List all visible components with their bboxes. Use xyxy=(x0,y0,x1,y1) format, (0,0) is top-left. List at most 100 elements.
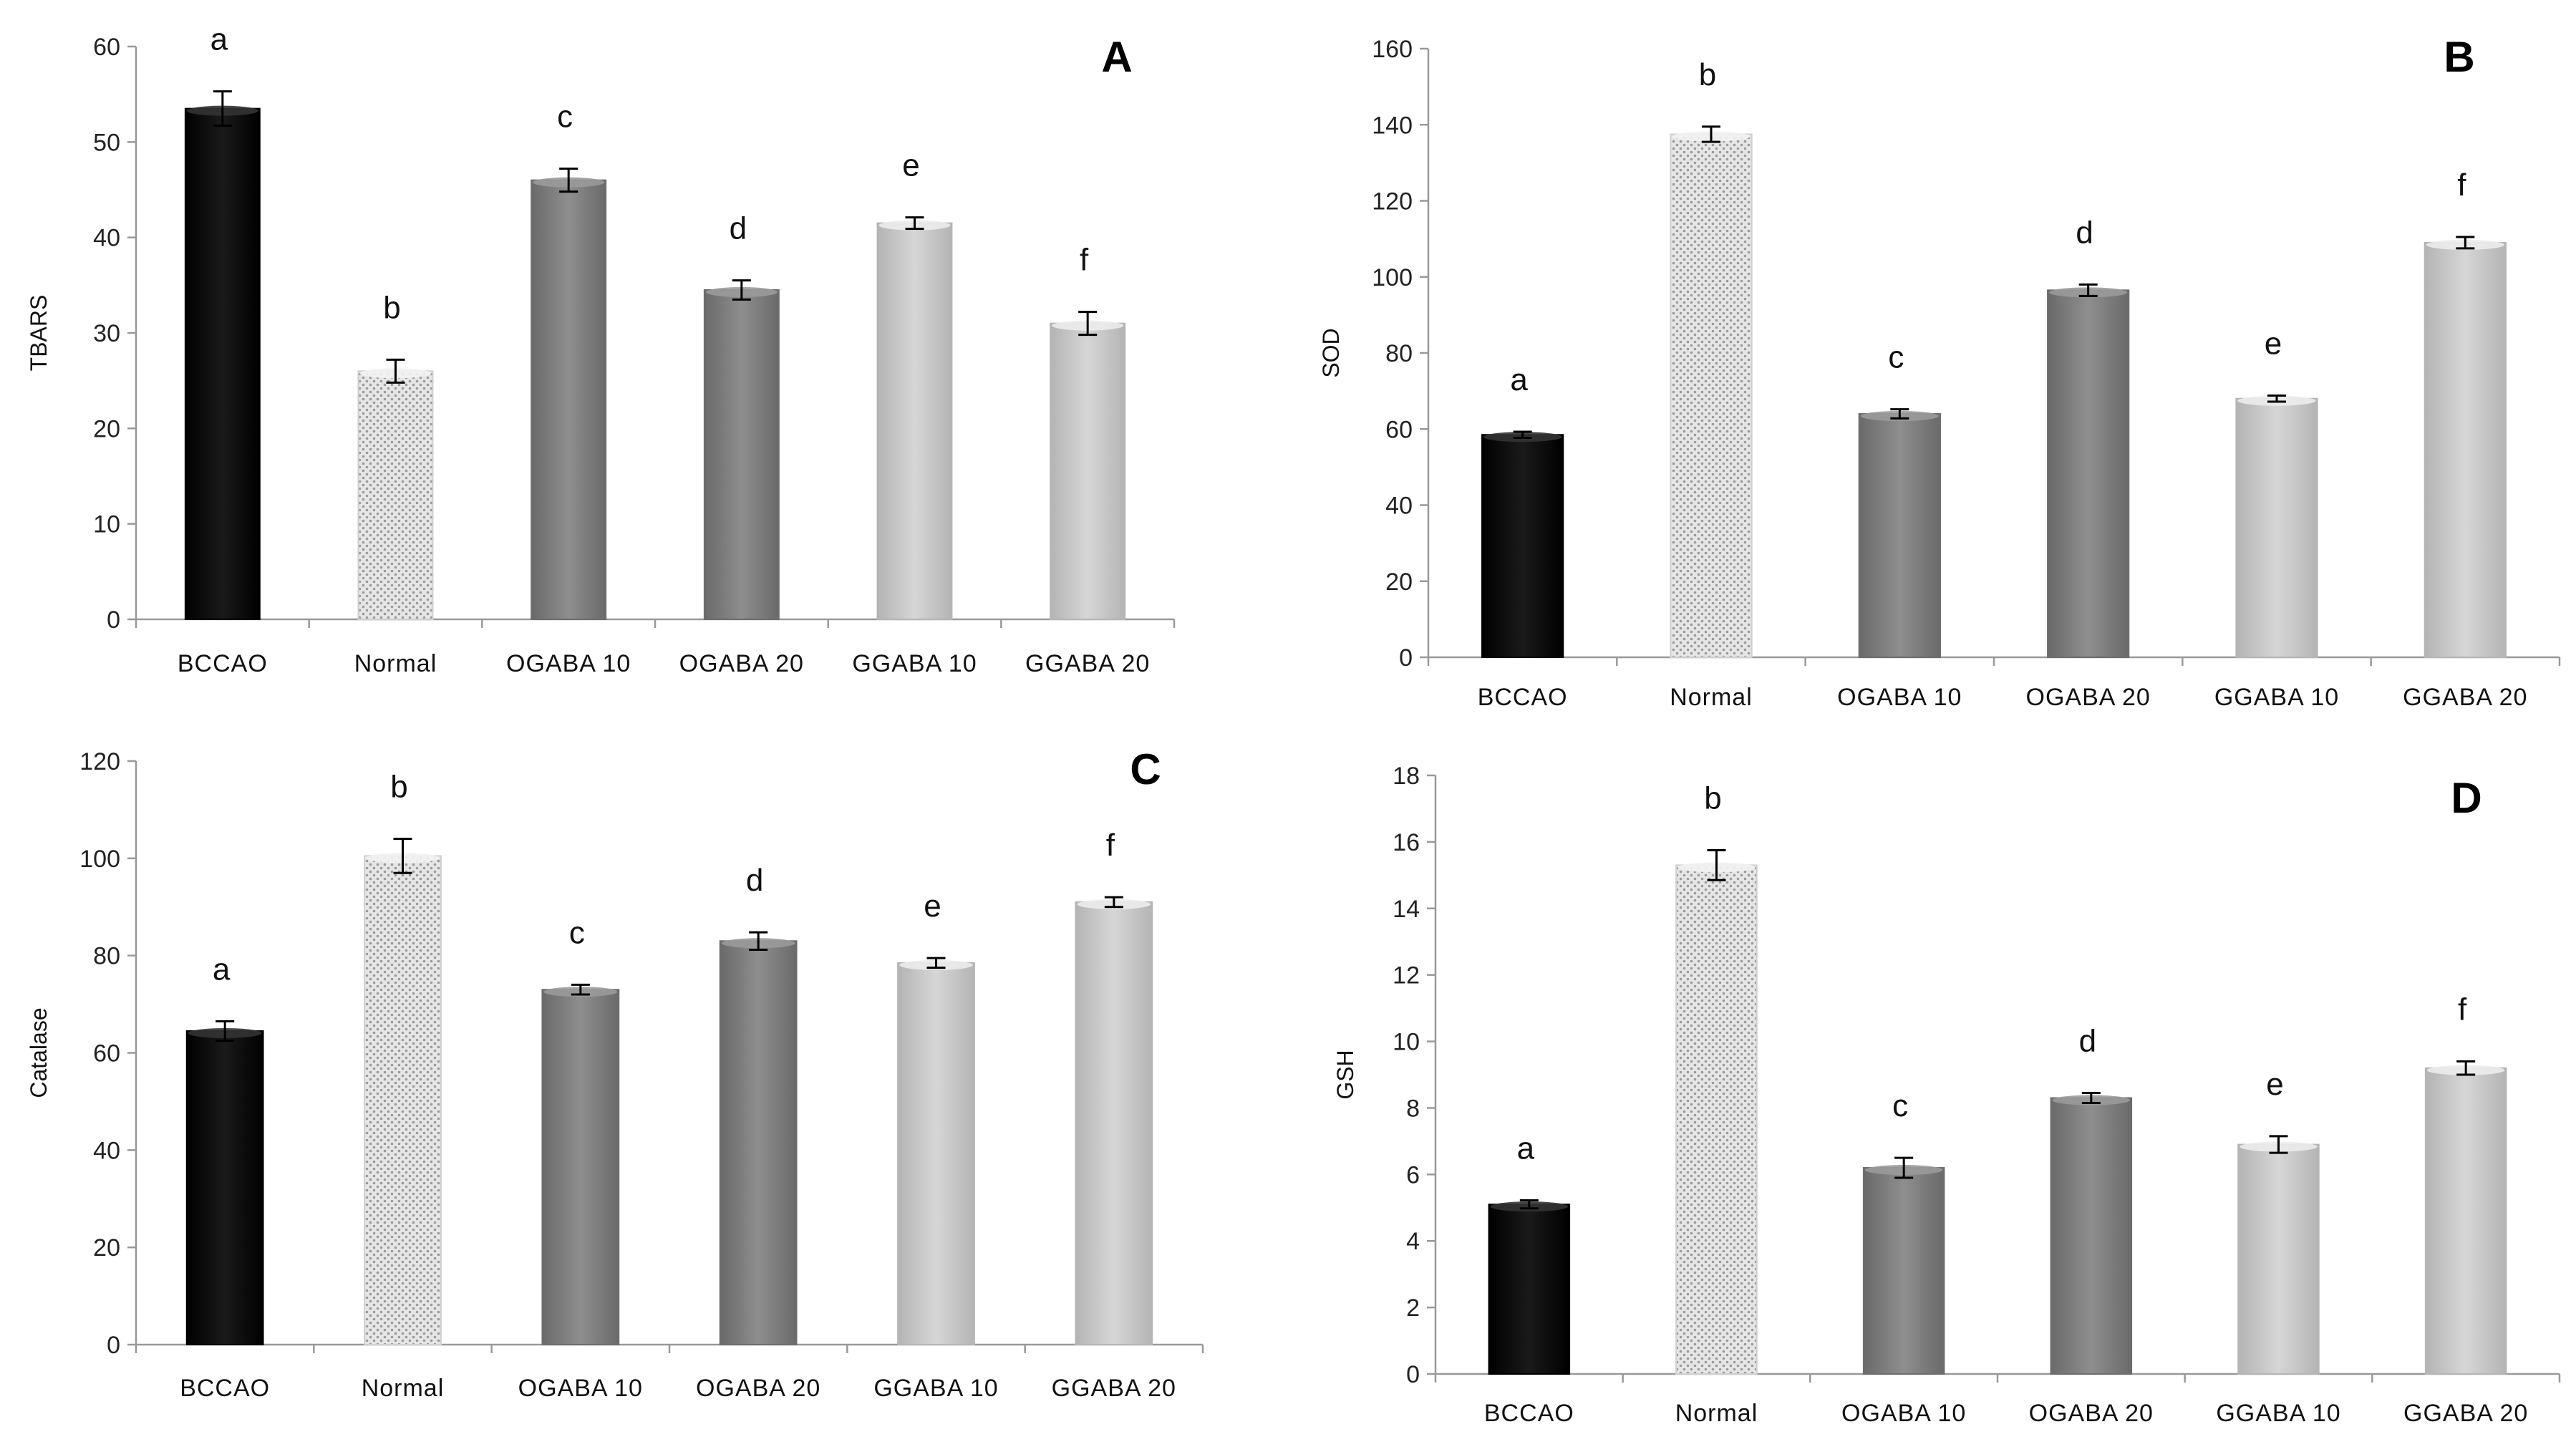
y-tick-label: 10 xyxy=(93,511,120,538)
x-category-label: Normal xyxy=(1670,684,1753,711)
y-tick-label: 18 xyxy=(1393,763,1420,790)
x-category-label: OGABA 20 xyxy=(2029,1400,2154,1427)
y-tick-label: 160 xyxy=(1372,36,1413,63)
y-tick-label: 80 xyxy=(93,943,120,970)
significance-letter: d xyxy=(730,211,747,246)
bar xyxy=(2050,1097,2133,1375)
x-category-label: OGABA 20 xyxy=(679,650,804,677)
panel-c-catalase-chart: 0 20 40 60 80 100 120 Catalase Ca BCCAO b Normal c OG… xyxy=(26,745,1204,1402)
bar xyxy=(703,289,780,620)
x-category-label: GGABA 10 xyxy=(852,650,977,677)
x-category-label: BCCAO xyxy=(1484,1400,1574,1427)
significance-letter: a xyxy=(213,952,231,987)
significance-letter: d xyxy=(2076,215,2093,250)
y-tick-label: 120 xyxy=(1372,188,1413,216)
y-tick-label: 14 xyxy=(1393,896,1420,923)
y-tick-label: 20 xyxy=(93,1234,120,1262)
y-tick-label: 40 xyxy=(93,1137,120,1164)
significance-letter: d xyxy=(2079,1024,2096,1059)
panel-d-gsh-chart: 0 2 4 6 8 10 12 14 16 18 GSH Da BCCAO b Normal c OGABA 1… xyxy=(1332,763,2561,1427)
x-category-label: OGABA 10 xyxy=(1841,1400,1966,1427)
y-tick-label: 30 xyxy=(93,320,120,347)
y-tick-label: 50 xyxy=(93,129,120,156)
significance-letter: e xyxy=(2265,326,2282,362)
bar xyxy=(1050,322,1126,620)
bar xyxy=(2424,1067,2507,1375)
significance-letter: f xyxy=(1106,828,1115,863)
significance-letter: e xyxy=(2266,1067,2283,1102)
bar xyxy=(531,179,607,620)
bar xyxy=(897,962,975,1345)
x-category-label: GGABA 10 xyxy=(2216,1400,2340,1427)
bar xyxy=(1675,864,1758,1375)
y-tick-label: 140 xyxy=(1372,112,1413,139)
y-tick-label: 60 xyxy=(1385,416,1413,443)
x-category-label: OGABA 10 xyxy=(518,1375,643,1402)
significance-letter: f xyxy=(1080,243,1089,278)
y-tick-label: 2 xyxy=(1406,1294,1420,1322)
significance-letter: f xyxy=(2457,168,2466,203)
y-tick-label: 40 xyxy=(1385,493,1413,520)
x-category-label: OGABA 10 xyxy=(1837,684,1962,711)
y-tick-label: 10 xyxy=(1393,1029,1420,1056)
x-category-label: OGABA 20 xyxy=(2026,684,2151,711)
panel-b-sod-chart: 0 20 40 60 80 100 120 140 160 SOD Ba BCCAO b Normal c O… xyxy=(1318,33,2561,711)
y-axis-title: TBARS xyxy=(26,295,52,372)
y-tick-label: 4 xyxy=(1406,1228,1420,1255)
x-category-label: GGABA 10 xyxy=(2214,684,2339,711)
bar xyxy=(1670,133,1753,658)
bar xyxy=(185,1030,264,1345)
panel-letter: A xyxy=(1101,33,1132,81)
significance-letter: c xyxy=(557,100,573,135)
x-category-label: BCCAO xyxy=(178,650,268,677)
bar xyxy=(364,855,442,1345)
y-axis-title: Catalase xyxy=(26,1007,52,1098)
y-tick-label: 60 xyxy=(93,1040,120,1068)
y-tick-label: 80 xyxy=(1385,340,1413,367)
bar xyxy=(1075,901,1153,1346)
y-tick-label: 0 xyxy=(1406,1361,1420,1388)
bar xyxy=(719,940,798,1345)
y-tick-label: 12 xyxy=(1393,962,1420,989)
significance-letter: c xyxy=(1892,1088,1908,1123)
panel-letter: D xyxy=(2451,774,2481,822)
significance-letter: c xyxy=(569,915,585,950)
significance-letter: a xyxy=(210,22,228,57)
panel-letter: C xyxy=(1130,745,1161,793)
significance-letter: c xyxy=(1888,340,1904,375)
y-tick-label: 20 xyxy=(93,415,120,442)
y-tick-label: 120 xyxy=(79,748,120,775)
bar xyxy=(184,107,261,620)
x-category-label: GGABA 10 xyxy=(873,1375,998,1402)
y-axis-title: SOD xyxy=(1318,328,1344,377)
y-tick-label: 100 xyxy=(1372,264,1413,291)
y-tick-label: 0 xyxy=(1399,644,1413,672)
bar xyxy=(1481,434,1564,658)
y-tick-label: 8 xyxy=(1406,1095,1420,1122)
significance-letter: a xyxy=(1510,362,1528,397)
x-category-label: BCCAO xyxy=(180,1375,270,1402)
x-category-label: GGABA 20 xyxy=(1025,650,1150,677)
bar xyxy=(1862,1167,1945,1375)
bar xyxy=(876,222,953,620)
bar xyxy=(2235,397,2318,658)
significance-letter: e xyxy=(902,148,919,183)
significance-letter: b xyxy=(1704,781,1721,816)
significance-letter: a xyxy=(1517,1131,1535,1166)
significance-letter: d xyxy=(746,863,763,898)
y-tick-label: 40 xyxy=(93,225,120,252)
bar xyxy=(2424,241,2507,658)
bar xyxy=(541,989,620,1346)
y-tick-label: 16 xyxy=(1393,829,1420,856)
x-category-label: GGABA 20 xyxy=(2403,684,2527,711)
significance-letter: b xyxy=(1699,57,1716,92)
y-tick-label: 20 xyxy=(1385,568,1413,596)
significance-letter: b xyxy=(383,290,400,325)
x-category-label: Normal xyxy=(354,650,437,677)
bar xyxy=(1858,413,1941,658)
y-tick-label: 0 xyxy=(107,1332,120,1359)
x-category-label: OGABA 10 xyxy=(506,650,631,677)
bar xyxy=(1488,1204,1571,1375)
y-tick-label: 60 xyxy=(93,34,120,61)
